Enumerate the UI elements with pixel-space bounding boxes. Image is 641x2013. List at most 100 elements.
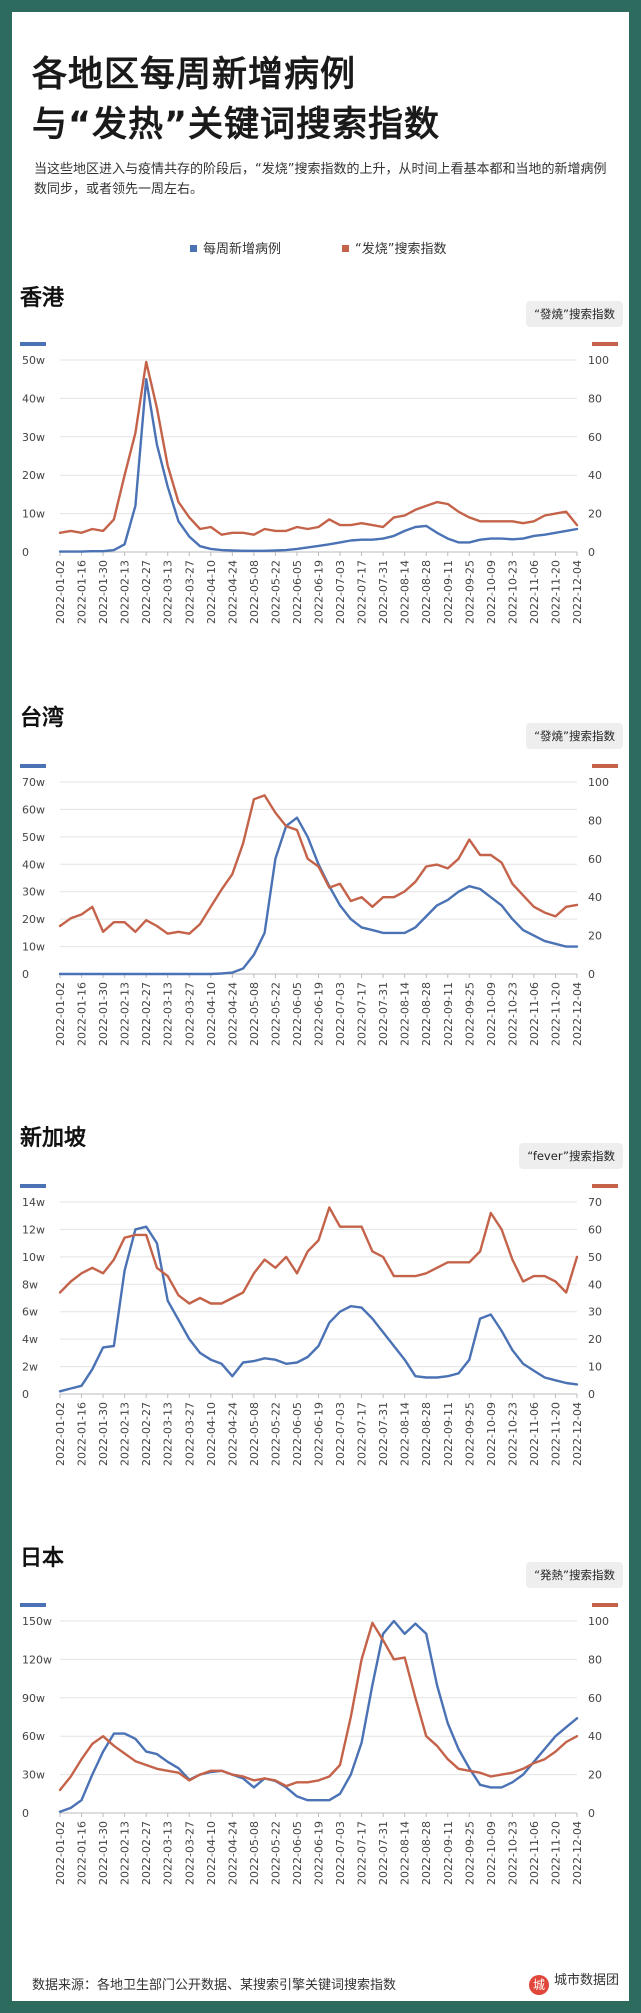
y-left-tick-label: 30w xyxy=(22,431,45,444)
cases-series-line xyxy=(58,378,579,553)
y-left-tick-label: 50w xyxy=(22,354,45,367)
x-tick-label: 2022-05-08 xyxy=(248,982,261,1046)
x-tick-label: 2022-05-08 xyxy=(248,1821,261,1885)
legend-search-label: “发烧”搜索指数 xyxy=(355,242,447,257)
y-left-tick-label: 6w xyxy=(22,1306,38,1319)
y-right-tick-label: 30 xyxy=(588,1306,602,1319)
x-tick-label: 2022-07-31 xyxy=(377,982,390,1046)
legend-cases: 每周新增病例 xyxy=(190,238,281,257)
x-tick-label: 2022-02-27 xyxy=(140,1402,153,1466)
x-tick-label: 2022-10-09 xyxy=(485,1402,498,1466)
y-right-tick-label: 20 xyxy=(588,508,602,521)
legend-cases-label: 每周新增病例 xyxy=(203,242,282,257)
x-tick-label: 2022-05-22 xyxy=(269,982,282,1046)
y-left-tick-label: 60w xyxy=(22,803,45,816)
badge-japan: “発熱”搜索指数 xyxy=(526,1562,623,1588)
x-tick-label: 2022-08-28 xyxy=(420,560,433,624)
right-axis-color-bar xyxy=(592,1603,618,1607)
badge-singapore: “fever”搜索指数 xyxy=(519,1143,623,1169)
x-tick-label: 2022-07-17 xyxy=(356,560,369,624)
y-right-tick-label: 40 xyxy=(588,1730,602,1743)
x-tick-label: 2022-11-20 xyxy=(549,560,562,624)
x-tick-label: 2022-03-13 xyxy=(162,982,175,1046)
left-axis-color-bar xyxy=(20,342,46,346)
x-tick-label: 2022-01-30 xyxy=(97,1821,110,1885)
x-tick-label: 2022-01-16 xyxy=(76,1821,89,1885)
x-tick-label: 2022-03-27 xyxy=(183,1402,196,1466)
y-left-tick-label: 2w xyxy=(22,1361,38,1374)
legend-search-swatch xyxy=(342,245,349,252)
x-tick-label: 2022-09-11 xyxy=(442,982,455,1046)
y-left-tick-label: 30w xyxy=(22,886,45,899)
right-axis-color-bar xyxy=(592,764,618,768)
x-tick-label: 2022-02-27 xyxy=(140,982,153,1046)
x-tick-label: 2022-06-19 xyxy=(313,1402,326,1466)
y-right-tick-label: 0 xyxy=(588,1807,595,1820)
x-tick-label: 2022-09-25 xyxy=(463,1821,476,1885)
search-index-series-line xyxy=(58,794,579,935)
x-tick-label: 2022-01-02 xyxy=(54,982,67,1046)
left-axis-color-bar xyxy=(20,1184,46,1188)
x-tick-label: 2022-08-28 xyxy=(420,982,433,1046)
y-left-tick-label: 120w xyxy=(22,1653,52,1666)
y-left-tick-label: 20w xyxy=(22,913,45,926)
x-tick-label: 2022-07-17 xyxy=(356,1821,369,1885)
y-left-tick-label: 90w xyxy=(22,1692,45,1705)
brand-logo-icon: 城 xyxy=(528,1975,549,1995)
x-tick-label: 2022-08-14 xyxy=(399,1821,412,1885)
badge-hongkong: “發燒”搜索指数 xyxy=(526,301,623,327)
x-tick-label: 2022-04-10 xyxy=(205,560,218,624)
x-tick-label: 2022-03-13 xyxy=(162,560,175,624)
y-right-tick-label: 60 xyxy=(588,853,602,866)
x-tick-label: 2022-04-10 xyxy=(205,982,218,1046)
x-tick-label: 2022-06-19 xyxy=(313,982,326,1046)
legend-cases-swatch xyxy=(190,245,197,252)
brand-name: 城市数据团 xyxy=(553,1973,619,1988)
x-tick-label: 2022-02-27 xyxy=(140,1821,153,1885)
y-left-tick-label: 10w xyxy=(22,508,45,521)
y-right-tick-label: 20 xyxy=(588,1769,602,1782)
x-tick-label: 2022-08-14 xyxy=(399,1402,412,1466)
x-tick-label: 2022-03-27 xyxy=(183,1821,196,1885)
x-tick-label: 2022-08-28 xyxy=(420,1821,433,1885)
y-left-tick-label: 20w xyxy=(22,469,45,482)
x-tick-label: 2022-08-14 xyxy=(399,982,412,1046)
y-right-tick-label: 100 xyxy=(588,1615,609,1628)
x-tick-label: 2022-02-13 xyxy=(119,1402,132,1466)
region-title-japan: 日本 xyxy=(20,1540,69,1572)
title-line-1: 各地区每周新增病例 xyxy=(32,55,357,95)
y-right-tick-label: 40 xyxy=(588,891,602,904)
x-tick-label: 2022-10-23 xyxy=(506,1402,519,1466)
x-tick-label: 2022-02-13 xyxy=(119,1821,132,1885)
y-right-tick-label: 0 xyxy=(588,1388,595,1401)
y-left-tick-label: 150w xyxy=(22,1615,52,1628)
x-tick-label: 2022-12-04 xyxy=(571,982,584,1046)
x-tick-label: 2022-07-03 xyxy=(334,1402,347,1466)
x-tick-label: 2022-07-31 xyxy=(377,1821,390,1885)
x-tick-label: 2022-10-09 xyxy=(485,982,498,1046)
x-tick-label: 2022-07-03 xyxy=(334,982,347,1046)
x-tick-label: 2022-01-02 xyxy=(54,1821,67,1885)
y-left-tick-label: 10w xyxy=(22,941,45,954)
badge-taiwan: “發燒”搜索指数 xyxy=(526,723,623,749)
y-right-tick-label: 70 xyxy=(588,1196,602,1209)
search-index-series-line xyxy=(58,1621,579,1792)
region-title-singapore: 新加坡 xyxy=(20,1120,91,1152)
x-tick-label: 2022-01-02 xyxy=(54,560,67,624)
x-tick-label: 2022-08-28 xyxy=(420,1402,433,1466)
x-tick-label: 2022-10-23 xyxy=(506,1821,519,1885)
y-right-tick-label: 100 xyxy=(588,776,609,789)
y-right-tick-label: 80 xyxy=(588,392,602,405)
x-tick-label: 2022-07-17 xyxy=(356,1402,369,1466)
x-tick-label: 2022-07-17 xyxy=(356,982,369,1046)
x-tick-label: 2022-09-11 xyxy=(442,560,455,624)
y-left-tick-label: 0 xyxy=(22,1388,29,1401)
x-tick-label: 2022-02-13 xyxy=(119,560,132,624)
y-left-tick-label: 0 xyxy=(22,1807,29,1820)
x-tick-label: 2022-09-25 xyxy=(463,982,476,1046)
x-tick-label: 2022-11-20 xyxy=(549,1821,562,1885)
chart-hongkong: 0 10w 20w 30w 40w 50w 0 20 40 60 80 100 2022-01-02 20… xyxy=(20,342,618,624)
region-title-taiwan: 台湾 xyxy=(20,700,69,732)
x-tick-label: 2022-09-25 xyxy=(463,1402,476,1466)
y-left-tick-label: 40w xyxy=(22,392,45,405)
